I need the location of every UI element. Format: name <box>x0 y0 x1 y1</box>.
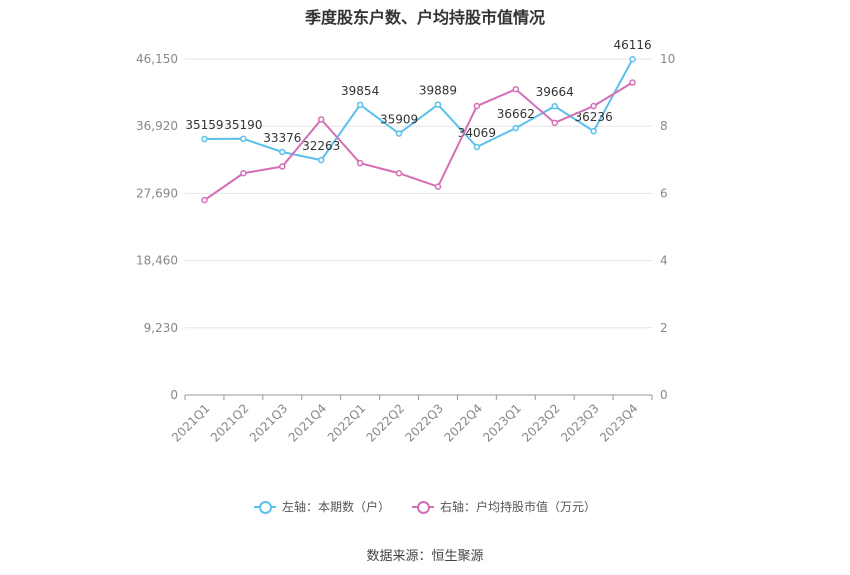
households-point <box>317 156 325 164</box>
data-label: 34069 <box>458 126 496 140</box>
left-tick-label: 9,230 <box>144 321 178 335</box>
right-tick-label: 4 <box>660 254 668 268</box>
legend: 左轴：本期数（户） 右轴：户均持股市值（万元） <box>0 498 850 515</box>
data-label: 35159 <box>185 118 223 132</box>
right-tick-label: 2 <box>660 321 668 335</box>
x-tick-label: 2023Q4 <box>597 401 641 445</box>
data-label: 39664 <box>536 85 574 99</box>
left-tick-label: 36,920 <box>136 119 178 133</box>
legend-item-avg-value[interactable]: 右轴：户均持股市值（万元） <box>412 498 596 515</box>
avg-value-point <box>317 116 325 123</box>
avg-value-point <box>356 159 364 167</box>
x-tick-label: 2023Q3 <box>558 401 602 445</box>
avg-value-line <box>203 81 634 201</box>
households-line <box>204 58 634 162</box>
legend-marker-households <box>253 500 276 514</box>
data-label: 46116 <box>613 38 651 52</box>
x-tick-label: 2022Q4 <box>441 401 485 445</box>
households-point <box>201 135 208 143</box>
x-tick-label: 2021Q3 <box>247 401 291 445</box>
legend-marker-avg-value <box>412 500 434 514</box>
line-chart: 0 9,230 18,460 27,690 36,920 46,150 0 2 4 6 8 10 202… <box>136 38 675 445</box>
households-point <box>279 148 286 156</box>
data-source: 数据来源：恒生聚源 <box>366 549 484 564</box>
x-tick-label: 2021Q4 <box>286 401 330 445</box>
households-point <box>551 102 558 110</box>
avg-value-point <box>512 85 520 93</box>
right-tick-label: 6 <box>660 186 668 200</box>
right-tick-label: 10 <box>660 52 675 66</box>
avg-value-point <box>551 119 558 127</box>
data-label: 35909 <box>380 113 418 127</box>
left-tick-label: 0 <box>170 388 178 402</box>
legend-label-households: 左轴：本期数（户） <box>281 500 390 514</box>
data-label: 36662 <box>497 107 535 121</box>
avg-value-point <box>201 196 208 204</box>
x-tick-label: 2023Q1 <box>480 401 524 445</box>
x-tick-label: 2022Q2 <box>364 401 408 445</box>
data-label: 35190 <box>224 118 262 132</box>
legend-item-households[interactable]: 左轴：本期数（户） <box>253 498 390 515</box>
left-tick-label: 46,150 <box>136 52 178 66</box>
avg-value-point <box>629 79 636 86</box>
households-point <box>395 130 403 137</box>
x-tick-label: 2021Q1 <box>169 401 213 445</box>
households-point <box>629 55 636 63</box>
x-tick-label: 2022Q3 <box>403 401 447 445</box>
avg-value-point <box>279 163 286 170</box>
avg-value-point <box>240 169 247 177</box>
legend-label-avg-value: 右轴：户均持股市值（万元） <box>440 500 597 514</box>
households-point <box>356 101 364 109</box>
data-label: 39854 <box>341 84 379 98</box>
data-label: 32263 <box>302 139 340 153</box>
data-label: 36236 <box>575 110 613 124</box>
avg-value-point <box>473 102 481 110</box>
x-tick-label: 2022Q1 <box>325 401 369 445</box>
households-point <box>512 124 520 132</box>
households-point <box>434 101 442 108</box>
x-tick-label: 2023Q2 <box>519 401 563 445</box>
left-tick-label: 27,690 <box>136 186 178 200</box>
households-point <box>473 143 481 151</box>
chart-title: 季度股东户数、户均持股市值情况 <box>304 8 545 27</box>
avg-value-point <box>434 183 442 190</box>
avg-value-point <box>590 102 597 110</box>
avg-value-point <box>395 169 403 177</box>
x-tick-label: 2021Q2 <box>208 401 252 445</box>
right-tick-label: 8 <box>660 119 668 133</box>
households-point <box>240 135 247 143</box>
left-tick-label: 18,460 <box>136 254 178 268</box>
households-point <box>590 127 597 135</box>
data-label: 39889 <box>419 84 457 98</box>
right-tick-label: 0 <box>660 388 668 402</box>
data-label: 33376 <box>263 131 301 145</box>
